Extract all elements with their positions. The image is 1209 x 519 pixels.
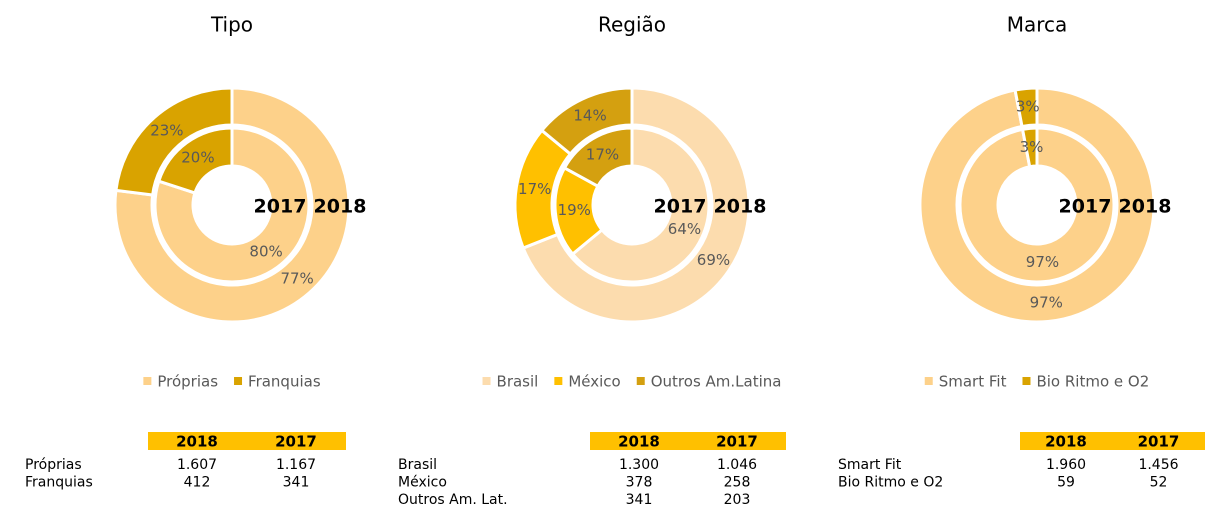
table-cell: 412 bbox=[184, 475, 211, 491]
table-header: 2018 bbox=[176, 433, 218, 451]
legend-swatch bbox=[636, 377, 645, 385]
table-cell: 59 bbox=[1057, 475, 1075, 491]
data-label: 97% bbox=[1026, 253, 1059, 271]
legend-label: Próprias bbox=[157, 373, 218, 391]
donut-segment bbox=[1020, 126, 1039, 169]
legend-label: Smart Fit bbox=[939, 373, 1007, 391]
data-label: 19% bbox=[558, 201, 591, 219]
legend-label: Franquias bbox=[248, 373, 321, 391]
table-cell: 1.456 bbox=[1138, 457, 1178, 473]
table-header-band bbox=[590, 432, 786, 450]
donut-segment bbox=[1013, 86, 1039, 129]
data-label: 64% bbox=[668, 220, 701, 238]
table-cell: 1.300 bbox=[619, 457, 659, 473]
legend-swatch bbox=[924, 377, 933, 385]
ring-label: 2018 bbox=[714, 196, 767, 218]
table-cell: 1.607 bbox=[177, 457, 217, 473]
data-label: 3% bbox=[1020, 138, 1044, 156]
legend-label: Outros Am.Latina bbox=[651, 373, 782, 391]
data-label: 17% bbox=[586, 146, 619, 164]
table-cell: 258 bbox=[724, 475, 751, 491]
donut-segment bbox=[521, 86, 751, 324]
table-header-band bbox=[1020, 432, 1205, 450]
table-cell: 1.960 bbox=[1046, 457, 1086, 473]
data-label: 3% bbox=[1016, 97, 1040, 115]
chart-title: Tipo bbox=[210, 13, 253, 37]
data-label: 80% bbox=[249, 242, 282, 260]
data-label: 69% bbox=[697, 251, 730, 269]
data-label: 77% bbox=[280, 269, 313, 287]
legend-label: Brasil bbox=[497, 373, 539, 391]
table-cell: 52 bbox=[1150, 475, 1168, 491]
legend-swatch bbox=[482, 377, 491, 385]
ring-label: 2017 bbox=[1059, 196, 1112, 218]
donut-segment bbox=[539, 86, 634, 157]
table-header: 2018 bbox=[1045, 433, 1087, 451]
chart-title: Marca bbox=[1007, 13, 1068, 37]
legend-label: México bbox=[568, 373, 620, 391]
table-cell: 1.167 bbox=[276, 457, 316, 473]
donut-segment bbox=[153, 126, 311, 284]
data-label: 17% bbox=[518, 180, 551, 198]
donut-segment bbox=[562, 126, 634, 189]
table-cell: 341 bbox=[626, 492, 653, 508]
table-cell: Bio Ritmo e O2 bbox=[838, 475, 943, 491]
table-cell: 341 bbox=[283, 475, 310, 491]
table-cell: 378 bbox=[626, 475, 653, 491]
ring-label: 2017 bbox=[654, 196, 707, 218]
data-label: 23% bbox=[150, 122, 183, 140]
ring-label: 2017 bbox=[254, 196, 307, 218]
ring-label: 2018 bbox=[1119, 196, 1172, 218]
table-header: 2018 bbox=[618, 433, 660, 451]
donut-segment bbox=[918, 86, 1156, 324]
table-header: 2017 bbox=[275, 433, 317, 451]
table-cell: México bbox=[398, 475, 447, 491]
donut-segment bbox=[114, 86, 234, 197]
data-label: 20% bbox=[181, 149, 214, 167]
table-cell: Franquias bbox=[25, 475, 93, 491]
donut-segment bbox=[113, 86, 351, 324]
table-cell: Outros Am. Lat. bbox=[398, 492, 508, 508]
chart-title: Região bbox=[598, 13, 666, 37]
data-label: 14% bbox=[573, 106, 606, 124]
donut-segment bbox=[570, 126, 711, 284]
legend-swatch bbox=[143, 377, 152, 385]
legend-swatch bbox=[1022, 377, 1031, 385]
table-header: 2017 bbox=[716, 433, 758, 451]
legend-swatch bbox=[234, 377, 243, 385]
table-header: 2017 bbox=[1138, 433, 1180, 451]
table-cell: 203 bbox=[724, 492, 751, 508]
table-cell: Brasil bbox=[398, 457, 437, 473]
table-header-band bbox=[148, 432, 346, 450]
donut-segment bbox=[958, 126, 1116, 284]
data-label: 97% bbox=[1030, 294, 1063, 312]
legend-label: Bio Ritmo e O2 bbox=[1036, 373, 1149, 391]
table-cell: 1.046 bbox=[717, 457, 757, 473]
legend-swatch bbox=[554, 377, 563, 385]
table-cell: Smart Fit bbox=[838, 457, 902, 473]
ring-label: 2018 bbox=[314, 196, 367, 218]
donut-segment bbox=[156, 126, 234, 195]
table-cell: Próprias bbox=[25, 457, 82, 473]
